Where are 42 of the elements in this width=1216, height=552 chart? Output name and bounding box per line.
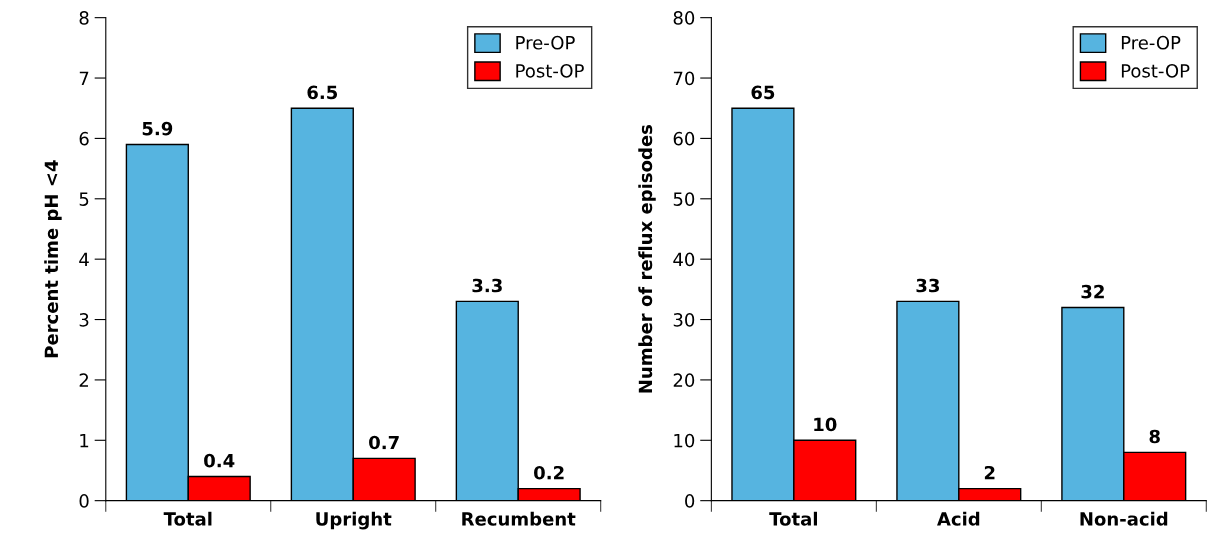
data-label: 33: [916, 278, 940, 293]
y-tick-label: 30: [673, 313, 695, 327]
y-tick-label: 3: [79, 313, 89, 327]
x-tick-label: Acid: [937, 511, 980, 526]
data-label: 6.5: [307, 85, 338, 100]
y-tick-label: 70: [673, 71, 695, 86]
legend-label: Post-OP: [1121, 63, 1190, 78]
data-label: 0.4: [204, 453, 235, 468]
data-label: 10: [814, 417, 837, 432]
y-tick-label: 40: [673, 252, 695, 267]
data-label: 0.2: [534, 465, 564, 480]
data-label: 3.3: [472, 278, 502, 293]
data-label: 0.7: [369, 435, 399, 450]
y-tick-label: 7: [79, 71, 89, 85]
y-tick-label: 60: [673, 131, 695, 146]
data-label: 5.9: [142, 121, 173, 136]
legend-label: Pre-OP: [1121, 35, 1181, 50]
y-tick-label: 4: [79, 252, 89, 267]
x-tick-label: Total: [769, 511, 817, 526]
y-tick-label: 1: [80, 433, 89, 448]
y-tick-label: 20: [673, 373, 695, 388]
x-tick-label: Upright: [316, 511, 392, 530]
data-label: 2: [984, 465, 995, 480]
data-label: 65: [751, 85, 775, 100]
y-tick-label: 8: [79, 11, 89, 25]
y-tick-label: 0: [685, 494, 695, 508]
x-tick-label: Total: [163, 511, 212, 526]
y-tick-label: 2: [79, 373, 89, 387]
data-label: 8: [1149, 429, 1160, 444]
x-tick-label: Recumbent: [462, 511, 576, 526]
y-tick-label: 10: [674, 433, 695, 448]
y-tick-label: 5: [79, 192, 89, 206]
x-tick-label: Non-acid: [1080, 511, 1168, 526]
y-axis-title: Number of reflux episodes: [638, 124, 656, 393]
legend-label: Post-OP: [516, 63, 584, 78]
legend-label: Pre-OP: [516, 35, 575, 50]
y-axis-title: Percent time pH <4: [44, 160, 62, 358]
y-tick-label: 0: [79, 494, 89, 508]
y-tick-label: 50: [673, 192, 695, 206]
y-tick-label: 80: [673, 11, 695, 25]
data-label: 32: [1081, 284, 1104, 299]
y-tick-label: 6: [79, 131, 89, 146]
